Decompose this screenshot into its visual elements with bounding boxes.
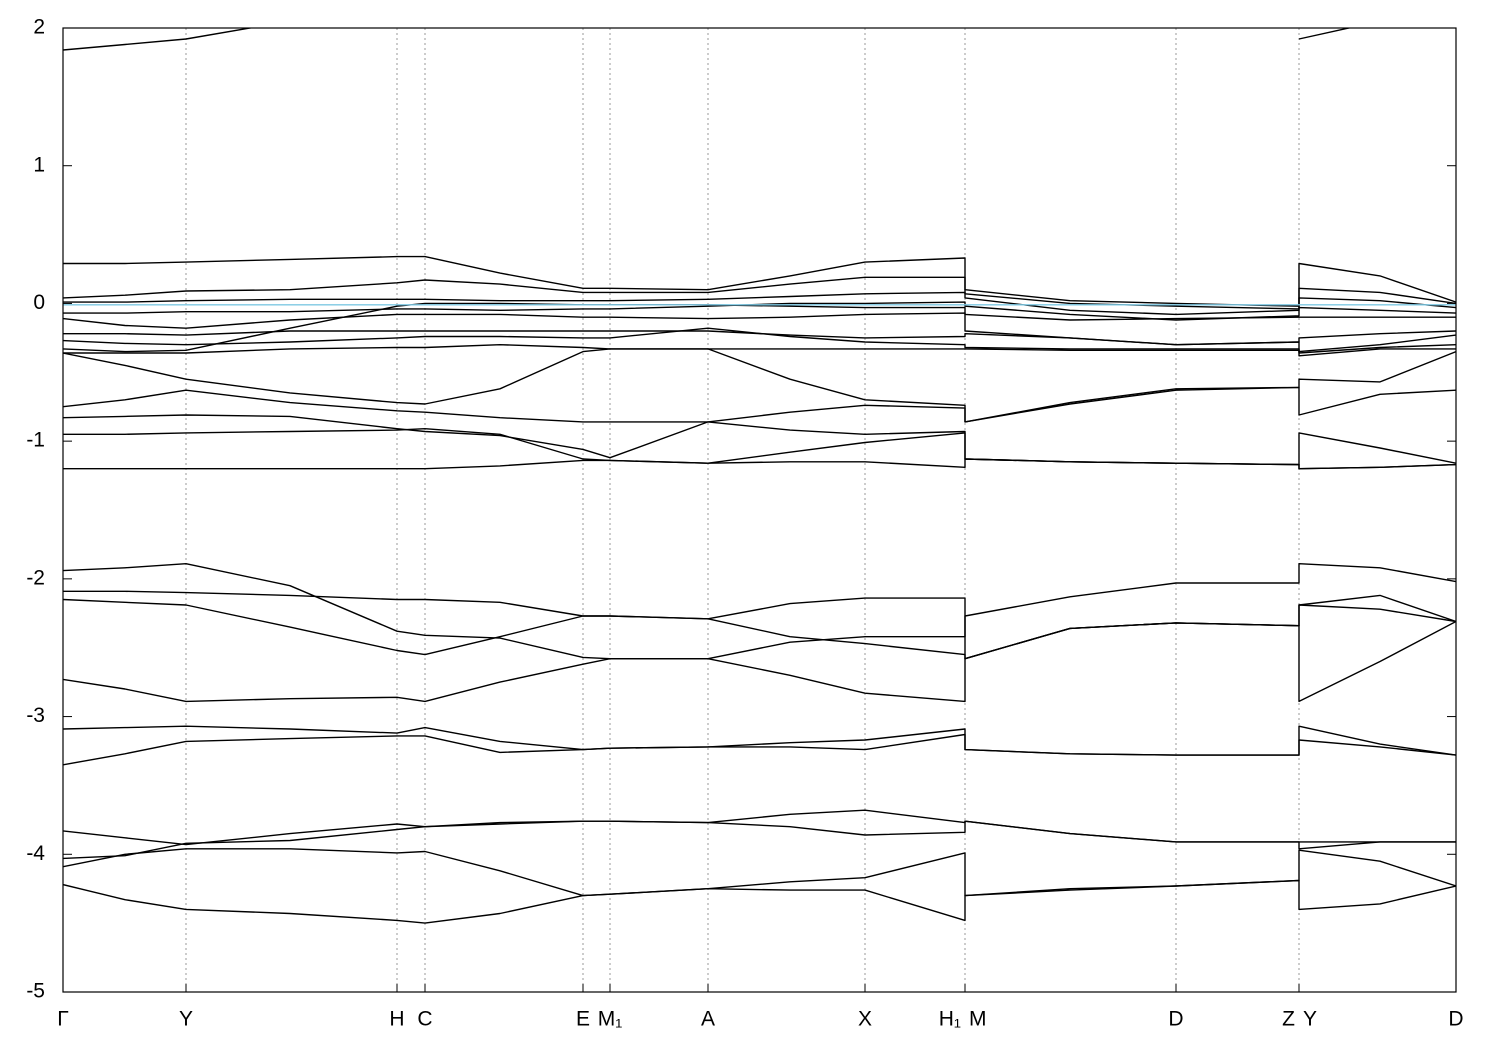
x-tick-label: M₁ [598,1008,623,1031]
band-line [63,620,1456,703]
band-line [63,386,1456,423]
x-tick-label: X [858,1008,872,1031]
y-tick-label: -3 [26,704,45,727]
band-line [63,327,1456,354]
plot-area [63,28,1456,924]
x-tick-label: H₁ [939,1008,961,1031]
band-line [63,458,1456,470]
x-tick-label: Y [1303,1008,1317,1031]
x-tick-label: Z [1282,1008,1295,1031]
plot-frame [62,27,1457,993]
band-line [63,563,1456,660]
x-tick-label: A [701,1008,715,1031]
band-line [63,291,1456,316]
band-line [63,820,1456,860]
y-tick-label: -4 [26,842,45,865]
x-tick-label: Γ [57,1008,69,1031]
x-tick-label: D [1448,1008,1463,1031]
x-tick-label: E [576,1008,590,1031]
x-tick-label: H [389,1008,404,1031]
y-tick-label: 1 [33,153,45,176]
band-line [63,255,1456,307]
band-line [63,28,1353,51]
band-line [63,879,1456,924]
band-line [63,276,1456,310]
x-tick-label: D [1168,1008,1183,1031]
y-tick-label: 0 [33,291,45,314]
y-tick-label: -1 [26,429,45,452]
y-tick-label: 2 [33,16,45,39]
y-tick-label: -2 [26,566,45,589]
band-line [63,733,1456,766]
x-tick-label: M [969,1008,987,1031]
x-tick-label: C [417,1008,432,1031]
x-tick-label: Y [179,1008,193,1031]
y-tick-label: -5 [26,980,45,1003]
